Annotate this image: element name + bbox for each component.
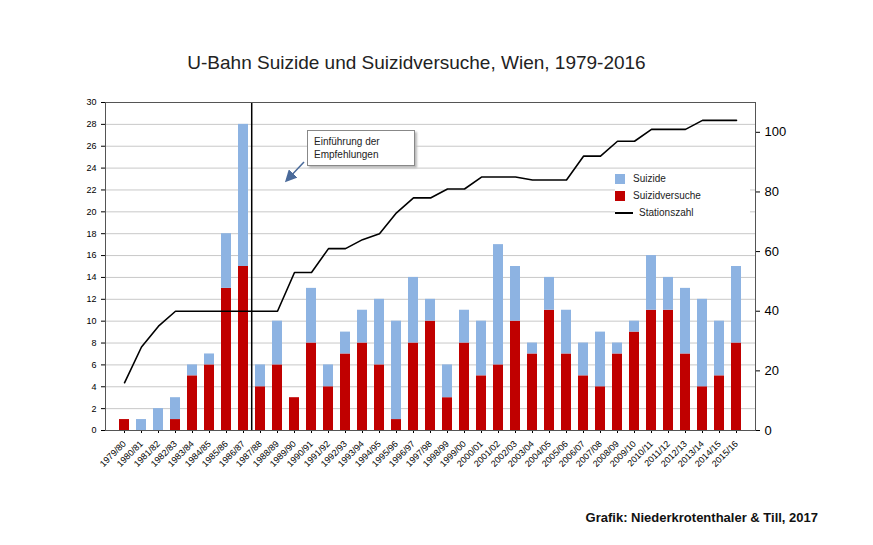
svg-text:80: 80 (765, 184, 779, 199)
svg-text:1982/83: 1982/83 (148, 438, 179, 469)
html-text:Einführung der Empfehlungen: Einführung der Empfehlungen (314, 136, 380, 160)
svg-text:0: 0 (765, 423, 772, 438)
svg-text:1986/87: 1986/87 (216, 438, 247, 469)
svg-text:0: 0 (91, 425, 96, 435)
svg-text:20: 20 (86, 207, 96, 217)
svg-text:1998/99: 1998/99 (420, 438, 451, 469)
svg-text:1985/86: 1985/86 (199, 438, 230, 469)
svg-text:2003/04: 2003/04 (505, 438, 536, 469)
svg-text:2012/13: 2012/13 (658, 438, 689, 469)
svg-text:1993/94: 1993/94 (335, 438, 366, 469)
svg-text:2009/10: 2009/10 (607, 438, 638, 469)
svg-text:12: 12 (86, 294, 96, 304)
svg-text:16: 16 (86, 250, 96, 260)
svg-text:2011/12: 2011/12 (642, 438, 672, 469)
svg-text:100: 100 (765, 124, 787, 139)
svg-text:2015/16: 2015/16 (710, 439, 740, 469)
svg-text:2010/11: 2010/11 (625, 438, 655, 469)
svg-text:2005/06: 2005/06 (539, 438, 570, 469)
svg-text:40: 40 (765, 303, 779, 318)
svg-text:22: 22 (86, 185, 96, 195)
svg-text:1991/92: 1991/92 (301, 438, 332, 469)
svg-text:2007/08: 2007/08 (573, 438, 604, 469)
svg-text:2000/01: 2000/01 (454, 438, 485, 469)
svg-text:1996/97: 1996/97 (386, 438, 417, 469)
svg-text:1988/89: 1988/89 (250, 438, 281, 469)
svg-text:2001/02: 2001/02 (471, 438, 502, 469)
svg-text:2004/05: 2004/05 (522, 438, 553, 469)
svg-text:1989/90: 1989/90 (267, 438, 298, 469)
svg-text:1981/82: 1981/82 (131, 438, 162, 469)
svg-text:1980/81: 1980/81 (114, 438, 145, 469)
html-text:Stationszahl: Stationszahl (639, 207, 694, 218)
svg-text:4: 4 (91, 382, 96, 392)
svg-text:10: 10 (86, 316, 96, 326)
svg-text:2: 2 (91, 404, 96, 414)
svg-text:1984/85: 1984/85 (182, 438, 213, 469)
svg-text:8: 8 (91, 338, 96, 348)
html-text:Suizide: Suizide (633, 173, 666, 184)
svg-text:14: 14 (86, 272, 96, 282)
html-text:Grafik: Niederkrotenthaler & T: Grafik: Niederkrotenthaler & Till, 2017 (585, 510, 818, 525)
html-text:U-Bahn Suizide und Suizidversu: U-Bahn Suizide und Suizidversuche, Wien,… (187, 52, 646, 73)
svg-text:26: 26 (86, 141, 96, 151)
svg-text:1995/96: 1995/96 (369, 438, 400, 469)
svg-text:28: 28 (86, 119, 96, 129)
svg-text:60: 60 (765, 244, 779, 259)
svg-text:2006/07: 2006/07 (556, 438, 587, 469)
html-text:Suizidversuche: Suizidversuche (633, 190, 701, 201)
svg-text:1987/88: 1987/88 (233, 438, 264, 469)
svg-text:6: 6 (91, 360, 96, 370)
svg-text:1994/95: 1994/95 (352, 438, 383, 469)
svg-text:1979/80: 1979/80 (97, 438, 128, 469)
svg-text:1992/93: 1992/93 (318, 438, 349, 469)
svg-text:2013/14: 2013/14 (675, 438, 706, 469)
svg-text:24: 24 (86, 163, 96, 173)
svg-text:1983/84: 1983/84 (165, 438, 196, 469)
svg-text:2008/09: 2008/09 (590, 438, 621, 469)
svg-text:1990/91: 1990/91 (284, 438, 315, 469)
svg-text:1997/98: 1997/98 (403, 438, 434, 469)
svg-text:18: 18 (86, 229, 96, 239)
svg-text:30: 30 (86, 97, 96, 107)
svg-text:2014/15: 2014/15 (692, 438, 723, 469)
svg-text:20: 20 (765, 363, 779, 378)
svg-text:1999/00: 1999/00 (437, 438, 468, 469)
svg-text:2002/03: 2002/03 (488, 438, 519, 469)
